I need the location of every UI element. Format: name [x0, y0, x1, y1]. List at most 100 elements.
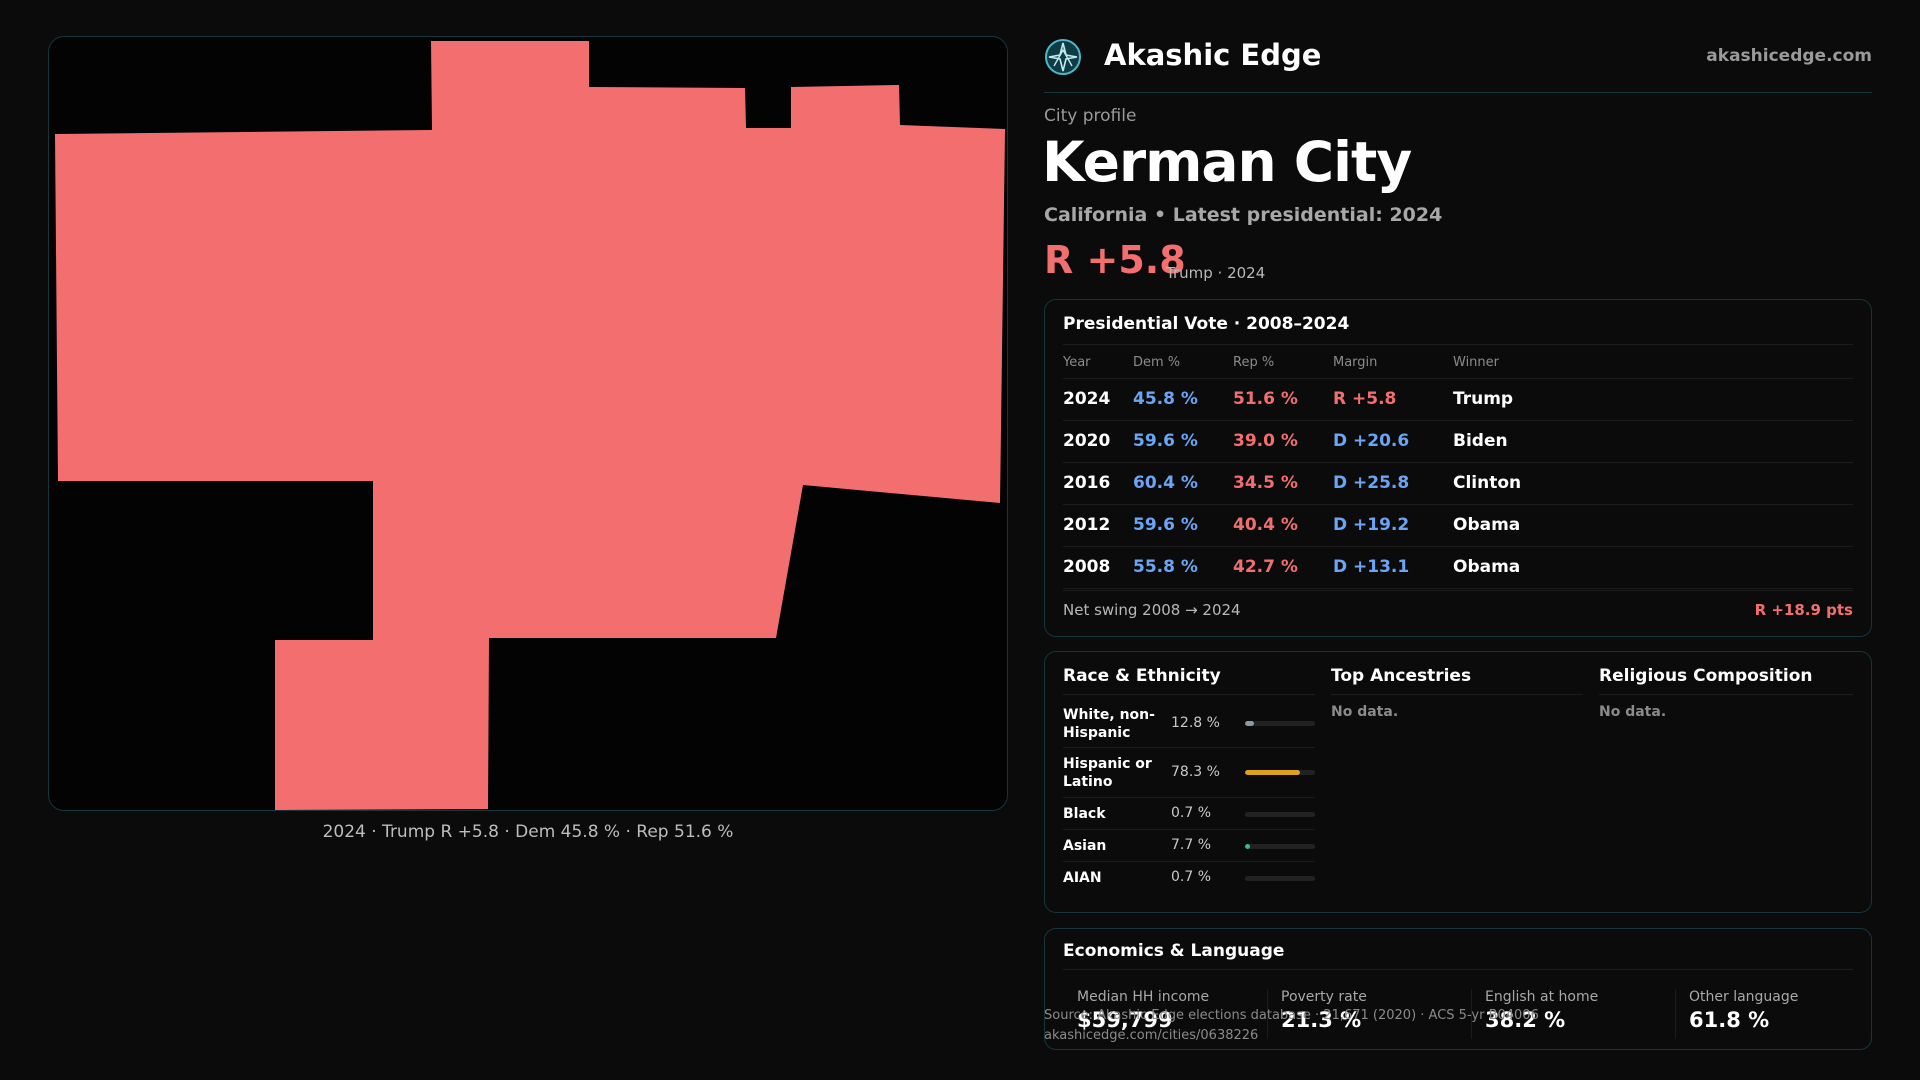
- race-row: Asian 7.7 %: [1063, 830, 1315, 862]
- economics-card: Economics & Language Median HH income $5…: [1044, 928, 1872, 1050]
- site-header: Akashic Edge akashicedge.com: [1044, 36, 1872, 93]
- stat-divider: [1675, 989, 1676, 1039]
- compass-star-icon[interactable]: [1044, 38, 1082, 76]
- margin-cell: R +5.8: [1333, 378, 1453, 421]
- stat-other-language: Other language 61.8 %: [1689, 989, 1798, 1041]
- race-row: Hispanic or Latino 78.3 %: [1063, 748, 1315, 798]
- rep-cell: 42.7 %: [1233, 546, 1333, 589]
- brand-name[interactable]: Akashic Edge: [1104, 38, 1322, 72]
- card-title: Presidential Vote · 2008–2024: [1063, 314, 1350, 334]
- table-row: 2016 60.4 % 34.5 % D +25.8 Clinton: [1063, 462, 1853, 505]
- source-link[interactable]: akashicedge.com/cities/0638226: [1044, 1028, 1259, 1043]
- margin-cell: D +19.2: [1333, 504, 1453, 547]
- race-name: AIAN: [1063, 870, 1102, 886]
- stat-divider: [1267, 989, 1268, 1039]
- religion-title: Religious Composition: [1599, 666, 1813, 686]
- religion-empty: No data.: [1599, 704, 1667, 720]
- stat-label: Poverty rate: [1281, 989, 1367, 1005]
- column-header: Year: [1063, 348, 1133, 379]
- race-pct: 7.7 %: [1171, 837, 1212, 853]
- dem-cell: 59.6 %: [1133, 420, 1233, 463]
- race-name: Asian: [1063, 838, 1107, 854]
- source-line: Source: Akashic Edge elections database …: [1044, 1008, 1539, 1023]
- city-boundary-map: [55, 41, 1005, 810]
- map-caption: 2024 · Trump R +5.8 · Dem 45.8 % · Rep 5…: [322, 822, 734, 842]
- race-row: White, non-Hispanic 12.8 %: [1063, 700, 1315, 748]
- stat-label: Other language: [1689, 989, 1799, 1005]
- ancestries-empty: No data.: [1331, 704, 1399, 720]
- race-pct: 78.3 %: [1171, 764, 1220, 780]
- city-boundary-shape: [55, 41, 1005, 810]
- stat-label: Median HH income: [1077, 989, 1210, 1005]
- column-header: Margin: [1333, 348, 1453, 379]
- race-pct: 12.8 %: [1171, 715, 1220, 731]
- race-name: Hispanic or Latino: [1063, 756, 1152, 790]
- page-subtitle: California • Latest presidential: 2024: [1044, 204, 1443, 226]
- latest-margin: R +5.8: [1044, 238, 1186, 282]
- race-name: Black: [1063, 806, 1106, 822]
- latest-margin-note: Trump · 2024: [1166, 264, 1266, 282]
- demographics-card: Race & Ethnicity White, non-Hispanic 12.…: [1044, 651, 1872, 913]
- table-row: 2012 59.6 % 40.4 % D +19.2 Obama: [1063, 504, 1853, 547]
- net-swing-label: Net swing 2008 → 2024: [1063, 601, 1241, 619]
- stat-label: English at home: [1485, 989, 1599, 1005]
- year-cell: 2024: [1063, 378, 1133, 421]
- stat-value: 38.2 %: [1485, 1008, 1566, 1032]
- dem-cell: 45.8 %: [1133, 378, 1233, 421]
- winner-cell: Clinton: [1453, 462, 1853, 505]
- ancestries-column: Top Ancestries No data.: [1331, 652, 1583, 912]
- race-bar-fill: [1245, 770, 1300, 775]
- page-eyebrow: City profile: [1044, 106, 1137, 126]
- religion-column: Religious Composition No data.: [1599, 652, 1853, 912]
- stat-divider: [1471, 989, 1472, 1039]
- race-name: White, non-Hispanic: [1063, 707, 1155, 741]
- source-footer: Source: Akashic Edge elections database …: [1044, 1006, 1539, 1046]
- stat-english-at-home: English at home 38.2 %: [1485, 989, 1598, 1041]
- year-cell: 2012: [1063, 504, 1133, 547]
- margin-cell: D +13.1: [1333, 546, 1453, 589]
- race-row: AIAN 0.7 %: [1063, 862, 1315, 894]
- brand-domain[interactable]: akashicedge.com: [1706, 46, 1872, 66]
- divider: [1063, 694, 1315, 695]
- margin-cell: D +20.6: [1333, 420, 1453, 463]
- divider: [1063, 969, 1853, 970]
- rep-cell: 34.5 %: [1233, 462, 1333, 505]
- table-row: 2008 55.8 % 42.7 % D +13.1 Obama: [1063, 546, 1853, 589]
- race-bar: [1245, 876, 1315, 881]
- race-ethnicity-column: Race & Ethnicity White, non-Hispanic 12.…: [1063, 652, 1315, 912]
- city-map[interactable]: [48, 36, 1008, 811]
- presidential-vote-card: Presidential Vote · 2008–2024 Year Dem %…: [1044, 299, 1872, 637]
- divider: [1063, 344, 1853, 345]
- race-title: Race & Ethnicity: [1063, 666, 1221, 686]
- winner-cell: Obama: [1453, 504, 1853, 547]
- margin-cell: D +25.8: [1333, 462, 1453, 505]
- race-bar: [1245, 721, 1315, 726]
- table-row: 2020 59.6 % 39.0 % D +20.6 Biden: [1063, 420, 1853, 463]
- dem-cell: 60.4 %: [1133, 462, 1233, 505]
- column-header: Dem %: [1133, 348, 1233, 379]
- year-cell: 2016: [1063, 462, 1133, 505]
- ancestries-title: Top Ancestries: [1331, 666, 1472, 686]
- rep-cell: 39.0 %: [1233, 420, 1333, 463]
- winner-cell: Trump: [1453, 378, 1853, 421]
- year-cell: 2020: [1063, 420, 1133, 463]
- divider: [1599, 694, 1853, 695]
- economics-title: Economics & Language: [1063, 941, 1285, 961]
- stat-value: 61.8 %: [1689, 1008, 1770, 1032]
- dem-cell: 55.8 %: [1133, 546, 1233, 589]
- winner-cell: Obama: [1453, 546, 1853, 589]
- race-bar: [1245, 812, 1315, 817]
- rep-cell: 51.6 %: [1233, 378, 1333, 421]
- winner-cell: Biden: [1453, 420, 1853, 463]
- race-bar-fill: [1245, 844, 1251, 849]
- vote-table: Year Dem % Rep % Margin Winner 2024 45.8…: [1063, 348, 1853, 589]
- stat-value: $59,799: [1077, 1008, 1173, 1032]
- page-title: Kerman City: [1042, 130, 1412, 194]
- table-row: 2024 45.8 % 51.6 % R +5.8 Trump: [1063, 378, 1853, 421]
- net-swing-value: R +18.9 pts: [1754, 601, 1853, 619]
- net-swing: Net swing 2008 → 2024 R +18.9 pts: [1063, 590, 1853, 622]
- race-pct: 0.7 %: [1171, 869, 1212, 885]
- race-row: Black 0.7 %: [1063, 798, 1315, 830]
- table-header-row: Year Dem % Rep % Margin Winner: [1063, 348, 1853, 379]
- race-bar: [1245, 770, 1315, 775]
